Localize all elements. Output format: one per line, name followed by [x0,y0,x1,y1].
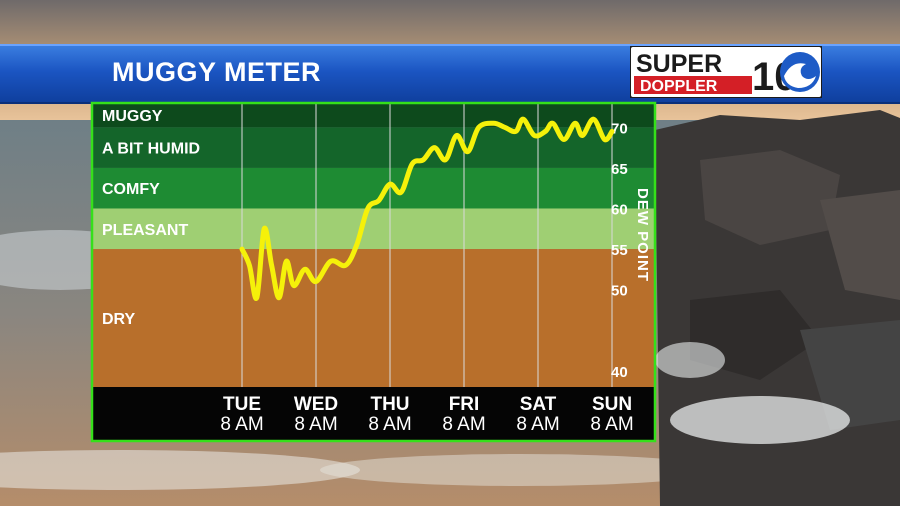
band-label: PLEASANT [102,222,188,239]
x-tick-day: THU [370,394,409,415]
band-label: MUGGY [102,108,163,125]
band-muggy [92,103,655,128]
x-tick-day: FRI [449,394,480,415]
logo-super-text: SUPER [636,50,722,78]
x-tick-time: 8 AM [442,414,485,435]
band-dry [92,249,655,387]
x-tick-time: 8 AM [368,414,411,435]
y-tick-label: 60 [611,201,628,218]
x-axis-panel [92,387,655,441]
dew-point-series-line-0 [239,116,615,301]
x-tick-day: SAT [520,394,557,415]
page-title: MUGGY METER [112,57,322,87]
x-tick-day: WED [294,394,338,415]
y-tick-label: 40 [611,364,628,381]
y-axis-label: DEW POINT [634,188,651,282]
chart-border [90,101,657,443]
band-label: COMFY [102,181,160,198]
logo-doppler-text: DOPPLER [640,78,718,95]
y-tick-label: 50 [611,283,628,300]
band-label: A BIT HUMID [102,141,200,158]
x-tick-time: 8 AM [516,414,559,435]
x-tick-time: 8 AM [294,414,337,435]
y-tick-label: 70 [611,120,628,137]
y-tick-label: 65 [611,161,628,178]
y-tick-label: 55 [611,242,628,259]
station-logo: SUPER DOPPLER 10 [630,46,822,98]
x-tick-time: 8 AM [590,414,633,435]
x-tick-time: 8 AM [220,414,263,435]
band-pleasant [92,208,655,250]
x-tick-day: TUE [223,394,261,415]
band-label: DRY [102,311,136,328]
x-tick-day: SUN [592,394,632,415]
